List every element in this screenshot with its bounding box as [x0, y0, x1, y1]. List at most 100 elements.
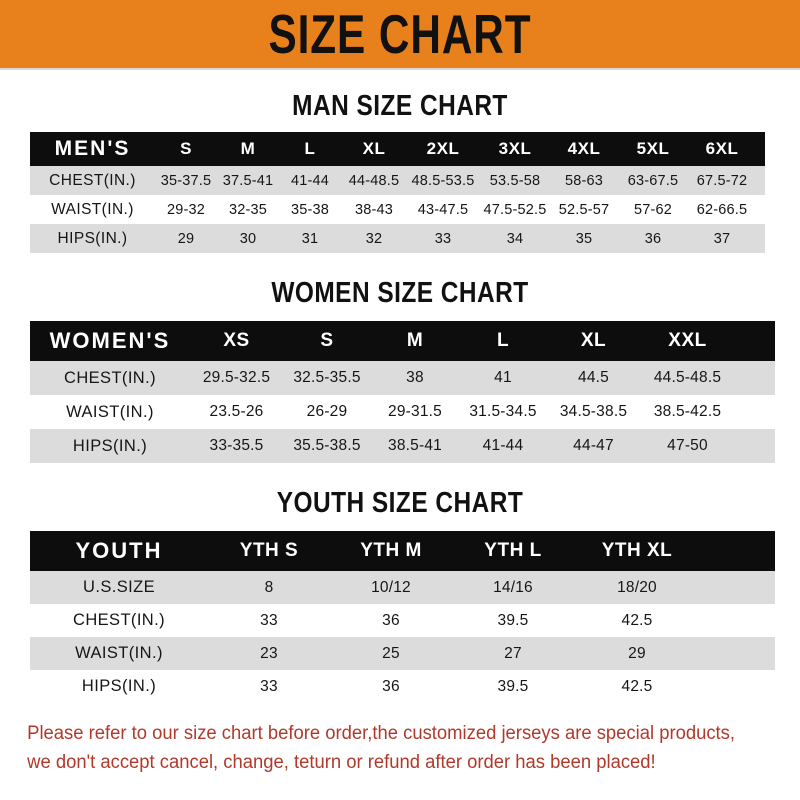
youth-row-label: HIPS(IN.) [30, 670, 208, 703]
men-cell: 62-66.5 [689, 195, 755, 224]
table-row: CHEST(IN.) 35-37.5 37.5-41 41-44 44-48.5… [30, 166, 765, 195]
women-corner-label: WOMEN'S [30, 321, 190, 361]
women-cell: 34.5-38.5 [547, 395, 640, 429]
youth-cell: 29 [574, 637, 700, 670]
men-cell: 67.5-72 [689, 166, 755, 195]
women-cell: 23.5-26 [190, 395, 283, 429]
youth-cell: 8 [208, 571, 330, 604]
youth-cell: 25 [330, 637, 452, 670]
youth-cell: 23 [208, 637, 330, 670]
women-cell: 29.5-32.5 [190, 361, 283, 395]
women-cell: 41 [459, 361, 547, 395]
youth-row-endcap [700, 670, 775, 703]
youth-cell: 42.5 [574, 670, 700, 703]
women-row-endcap [735, 361, 775, 395]
men-col-header: 2XL [407, 132, 479, 166]
youth-col-header: YTH S [208, 531, 330, 571]
men-cell: 48.5-53.5 [407, 166, 479, 195]
men-cell: 43-47.5 [407, 195, 479, 224]
women-row-label: WAIST(IN.) [30, 395, 190, 429]
youth-row-label: U.S.SIZE [30, 571, 208, 604]
youth-row-label: WAIST(IN.) [30, 637, 208, 670]
footer-note: Please refer to our size chart before or… [0, 719, 776, 778]
men-cell: 58-63 [551, 166, 617, 195]
men-cell: 37 [689, 224, 755, 253]
men-cell: 33 [407, 224, 479, 253]
men-row-endcap [755, 224, 765, 253]
youth-cell: 27 [452, 637, 574, 670]
men-col-header: L [279, 132, 341, 166]
youth-col-header: YTH L [452, 531, 574, 571]
page-title: SIZE CHART [268, 3, 532, 65]
youth-cell: 33 [208, 670, 330, 703]
youth-header-endcap [700, 531, 775, 571]
youth-row-endcap [700, 604, 775, 637]
men-cell: 52.5-57 [551, 195, 617, 224]
women-cell: 38.5-41 [371, 429, 459, 463]
youth-corner-label: YOUTH [30, 531, 208, 571]
youth-row-endcap [700, 637, 775, 670]
women-col-header: XL [547, 321, 640, 361]
women-col-header: S [283, 321, 371, 361]
women-cell: 38 [371, 361, 459, 395]
women-row-label: CHEST(IN.) [30, 361, 190, 395]
youth-row-label: CHEST(IN.) [30, 604, 208, 637]
youth-row-endcap [700, 571, 775, 604]
section-title-youth: YOUTH SIZE CHART [276, 485, 524, 519]
men-cell: 63-67.5 [617, 166, 689, 195]
table-row: HIPS(IN.) 33 36 39.5 42.5 [30, 670, 775, 703]
youth-cell: 10/12 [330, 571, 452, 604]
men-cell: 36 [617, 224, 689, 253]
men-cell: 38-43 [341, 195, 407, 224]
women-cell: 44.5 [547, 361, 640, 395]
women-cell: 33-35.5 [190, 429, 283, 463]
women-cell: 26-29 [283, 395, 371, 429]
women-col-header: M [371, 321, 459, 361]
women-cell: 29-31.5 [371, 395, 459, 429]
men-cell: 57-62 [617, 195, 689, 224]
men-cell: 29 [155, 224, 217, 253]
women-cell: 35.5-38.5 [283, 429, 371, 463]
women-cell: 38.5-42.5 [640, 395, 735, 429]
page-banner: SIZE CHART [0, 0, 800, 70]
men-cell: 30 [217, 224, 279, 253]
women-header-row: WOMEN'S XS S M L XL XXL [30, 321, 775, 361]
men-cell: 29-32 [155, 195, 217, 224]
men-row-label: CHEST(IN.) [30, 166, 155, 195]
section-title-women: WOMEN SIZE CHART [271, 275, 529, 309]
women-header-endcap [735, 321, 775, 361]
youth-header-row: YOUTH YTH S YTH M YTH L YTH XL [30, 531, 775, 571]
section-title-men: MAN SIZE CHART [292, 88, 508, 122]
youth-cell: 18/20 [574, 571, 700, 604]
women-cell: 44-47 [547, 429, 640, 463]
men-col-header: 5XL [617, 132, 689, 166]
youth-cell: 36 [330, 670, 452, 703]
men-col-header: 3XL [479, 132, 551, 166]
men-size-table: MEN'S S M L XL 2XL 3XL 4XL 5XL 6XL CHEST… [30, 132, 765, 253]
table-row: HIPS(IN.) 29 30 31 32 33 34 35 36 37 [30, 224, 765, 253]
men-header-endcap [755, 132, 765, 166]
youth-cell: 36 [330, 604, 452, 637]
men-cell: 31 [279, 224, 341, 253]
men-col-header: M [217, 132, 279, 166]
women-cell: 44.5-48.5 [640, 361, 735, 395]
men-cell: 32-35 [217, 195, 279, 224]
men-cell: 37.5-41 [217, 166, 279, 195]
men-cell: 41-44 [279, 166, 341, 195]
men-col-header: XL [341, 132, 407, 166]
youth-col-header: YTH XL [574, 531, 700, 571]
men-row-label: WAIST(IN.) [30, 195, 155, 224]
men-header-row: MEN'S S M L XL 2XL 3XL 4XL 5XL 6XL [30, 132, 765, 166]
women-col-header: XXL [640, 321, 735, 361]
women-col-header: XS [190, 321, 283, 361]
women-cell: 41-44 [459, 429, 547, 463]
youth-cell: 39.5 [452, 604, 574, 637]
table-row: CHEST(IN.) 29.5-32.5 32.5-35.5 38 41 44.… [30, 361, 775, 395]
footer-line-1: Please refer to our size chart before or… [27, 723, 736, 744]
table-row: WAIST(IN.) 29-32 32-35 35-38 38-43 43-47… [30, 195, 765, 224]
women-row-endcap [735, 429, 775, 463]
men-cell: 32 [341, 224, 407, 253]
men-cell: 53.5-58 [479, 166, 551, 195]
women-row-endcap [735, 395, 775, 429]
table-row: U.S.SIZE 8 10/12 14/16 18/20 [30, 571, 775, 604]
